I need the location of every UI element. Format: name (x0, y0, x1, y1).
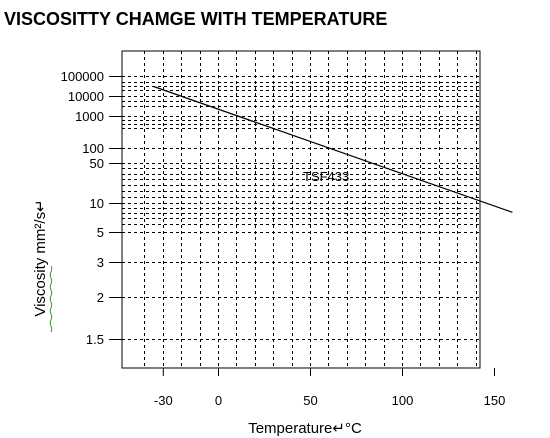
y-tick-label: 10 (90, 196, 104, 211)
y-tick-label: 5 (97, 225, 104, 240)
y-axis-title-spellcheck-squiggle (49, 265, 53, 333)
series-label: TSF433 (303, 169, 349, 184)
y-axis-title: Viscosity mm²/s↵ (32, 199, 49, 316)
chart-title: VISCOSITTY CHAMGE WITH TEMPERATURE (4, 9, 388, 29)
x-tick-label: 100 (392, 393, 414, 408)
y-tick-label: 1000 (75, 109, 104, 124)
y-tick-label: 50 (90, 156, 104, 171)
x-axis-title: Temperature↵°C (248, 420, 362, 437)
x-axis-ticks: -30 0 50 100 150 (154, 368, 505, 408)
y-tick-label: 100000 (61, 69, 104, 84)
x-tick-label: -30 (154, 393, 173, 408)
x-tick-label: 50 (303, 393, 317, 408)
grid-lines (122, 51, 480, 368)
series-line (153, 85, 513, 213)
x-tick-label: 0 (215, 393, 222, 408)
y-tick-label: 100 (82, 141, 104, 156)
plot-frame (121, 50, 481, 369)
x-tick-label: 150 (484, 393, 506, 408)
y-tick-label: 3 (97, 255, 104, 270)
y-tick-label: 2 (97, 290, 104, 305)
series-layer: TSF433 (153, 85, 513, 213)
y-tick-label: 10000 (68, 89, 104, 104)
y-tick-label: 1.5 (86, 332, 104, 347)
